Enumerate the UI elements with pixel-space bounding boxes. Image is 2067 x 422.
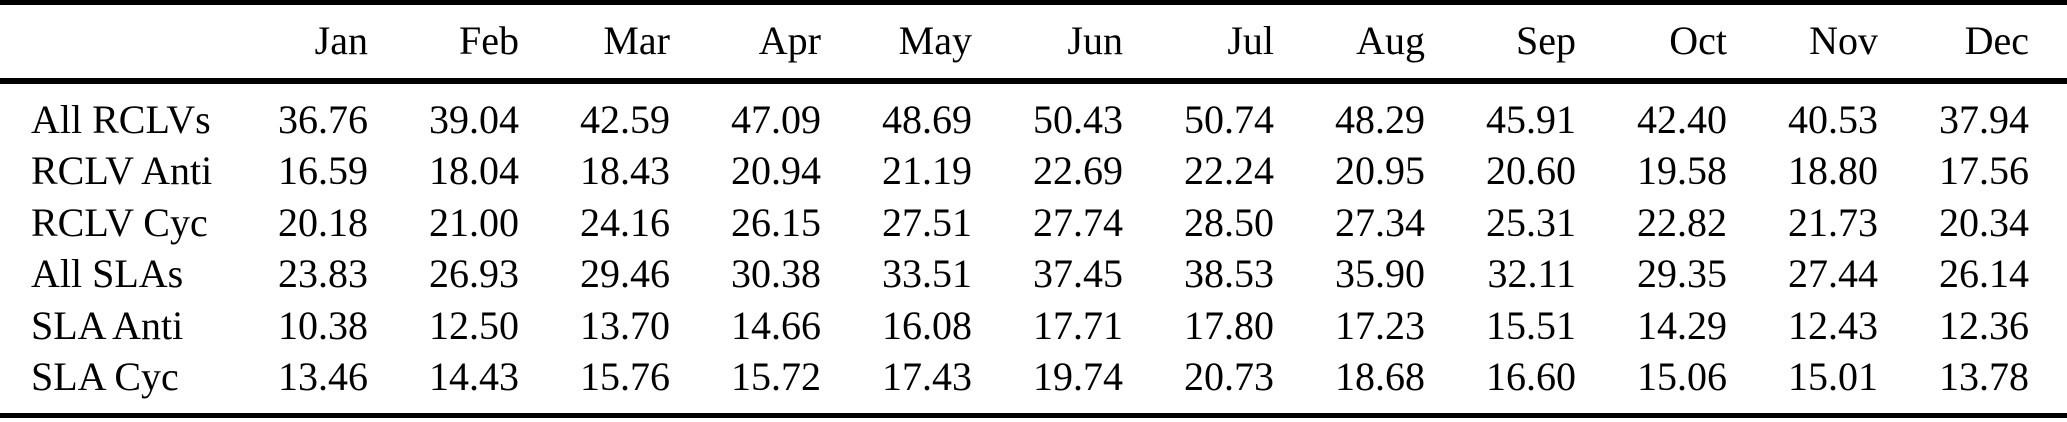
row-label-all-slas: All SLAs xyxy=(31,251,184,297)
table-cell: 19.74 xyxy=(1033,354,1123,400)
table-body: All RCLVs 36.76 39.04 42.59 47.09 48.69 … xyxy=(0,94,2067,403)
column-header-aug: Aug xyxy=(1356,18,1425,63)
table-cell: 18.68 xyxy=(1335,354,1425,400)
table-cell: 10.38 xyxy=(278,302,368,348)
row-label-sla-anti: SLA Anti xyxy=(31,302,184,348)
table-cell: 27.34 xyxy=(1335,199,1425,245)
table-cell: 30.38 xyxy=(731,251,821,297)
column-header-mar: Mar xyxy=(603,18,670,63)
table-cell: 13.46 xyxy=(278,354,368,400)
table-cell: 23.83 xyxy=(278,251,368,297)
table-cell: 35.90 xyxy=(1335,251,1425,297)
table-cell: 16.59 xyxy=(278,148,368,194)
table-cell: 18.43 xyxy=(580,148,670,194)
column-header-nov: Nov xyxy=(1809,18,1878,63)
table-cell: 15.06 xyxy=(1637,354,1727,400)
table-cell: 39.04 xyxy=(429,97,519,142)
table-cell: 20.94 xyxy=(731,148,821,194)
column-header-sep: Sep xyxy=(1516,18,1576,63)
table-cell: 13.78 xyxy=(1939,354,2029,400)
bottom-rule xyxy=(0,413,2067,418)
table-cell: 48.69 xyxy=(882,97,972,142)
column-header-jul: Jul xyxy=(1227,18,1274,63)
table-cell: 22.24 xyxy=(1184,148,1274,194)
table-cell: 42.59 xyxy=(580,97,670,142)
row-label-all-rclvs: All RCLVs xyxy=(31,97,211,142)
column-header-dec: Dec xyxy=(1964,18,2029,63)
table-cell: 50.43 xyxy=(1033,97,1123,142)
table-cell: 20.34 xyxy=(1939,199,2029,245)
table-cell: 20.95 xyxy=(1335,148,1425,194)
table-cell: 19.58 xyxy=(1637,148,1727,194)
table-cell: 42.40 xyxy=(1637,97,1727,142)
table-cell: 36.76 xyxy=(278,97,368,142)
table-cell: 26.15 xyxy=(731,199,821,245)
corner-cell xyxy=(0,4,255,77)
table-cell: 21.00 xyxy=(429,199,519,245)
table-cell: 50.74 xyxy=(1184,97,1274,142)
table-cell: 17.23 xyxy=(1335,302,1425,348)
column-header-apr: Apr xyxy=(758,18,821,63)
table-cell: 12.36 xyxy=(1939,302,2029,348)
table-cell: 18.04 xyxy=(429,148,519,194)
table-cell: 15.72 xyxy=(731,354,821,400)
table-cell: 13.70 xyxy=(580,302,670,348)
column-header-oct: Oct xyxy=(1669,18,1727,63)
table-header-row: Jan Feb Mar Apr May Jun Jul Aug Sep Oct … xyxy=(0,4,2067,77)
column-header-feb: Feb xyxy=(459,18,519,63)
table-cell: 15.76 xyxy=(580,354,670,400)
row-label-rclv-cyc: RCLV Cyc xyxy=(31,199,208,245)
table-cell: 20.60 xyxy=(1486,148,1576,194)
table-cell: 26.93 xyxy=(429,251,519,297)
table-cell: 20.18 xyxy=(278,199,368,245)
table-cell: 15.51 xyxy=(1486,302,1576,348)
table-cell: 22.82 xyxy=(1637,199,1727,245)
column-header-may: May xyxy=(898,18,972,63)
table-cell: 40.53 xyxy=(1788,97,1878,142)
table-cell: 29.35 xyxy=(1637,251,1727,297)
column-header-jun: Jun xyxy=(1067,18,1123,63)
table-cell: 14.66 xyxy=(731,302,821,348)
table-cell: 26.14 xyxy=(1939,251,2029,297)
table-cell: 17.71 xyxy=(1033,302,1123,348)
table-cell: 38.53 xyxy=(1184,251,1274,297)
table-cell: 47.09 xyxy=(731,97,821,142)
table-cell: 45.91 xyxy=(1486,97,1576,142)
table-cell: 20.73 xyxy=(1184,354,1274,400)
table-cell: 18.80 xyxy=(1788,148,1878,194)
table-cell: 12.43 xyxy=(1788,302,1878,348)
table-cell: 14.43 xyxy=(429,354,519,400)
top-rule xyxy=(0,0,2067,5)
table-cell: 27.51 xyxy=(882,199,972,245)
table-cell: 21.73 xyxy=(1788,199,1878,245)
table-cell: 12.50 xyxy=(429,302,519,348)
table-cell: 16.08 xyxy=(882,302,972,348)
table-cell: 28.50 xyxy=(1184,199,1274,245)
table-cell: 37.45 xyxy=(1033,251,1123,297)
table-cell: 27.44 xyxy=(1788,251,1878,297)
row-label-rclv-anti: RCLV Anti xyxy=(31,148,213,194)
column-header-jan: Jan xyxy=(314,18,368,63)
table-cell: 32.11 xyxy=(1487,251,1576,297)
table-cell: 48.29 xyxy=(1335,97,1425,142)
header-separator-rule xyxy=(0,78,2067,84)
table-cell: 15.01 xyxy=(1788,354,1878,400)
table-cell: 21.19 xyxy=(882,148,972,194)
table-cell: 27.74 xyxy=(1033,199,1123,245)
table-cell: 22.69 xyxy=(1033,148,1123,194)
table-cell: 17.56 xyxy=(1939,148,2029,194)
table-cell: 29.46 xyxy=(580,251,670,297)
table-cell: 24.16 xyxy=(580,199,670,245)
row-label-sla-cyc: SLA Cyc xyxy=(31,354,179,400)
table-cell: 17.43 xyxy=(882,354,972,400)
table-cell: 14.29 xyxy=(1637,302,1727,348)
table-cell: 16.60 xyxy=(1486,354,1576,400)
table-cell: 37.94 xyxy=(1939,97,2029,142)
table-cell: 33.51 xyxy=(882,251,972,297)
table-cell: 25.31 xyxy=(1486,199,1576,245)
table-cell: 17.80 xyxy=(1184,302,1274,348)
